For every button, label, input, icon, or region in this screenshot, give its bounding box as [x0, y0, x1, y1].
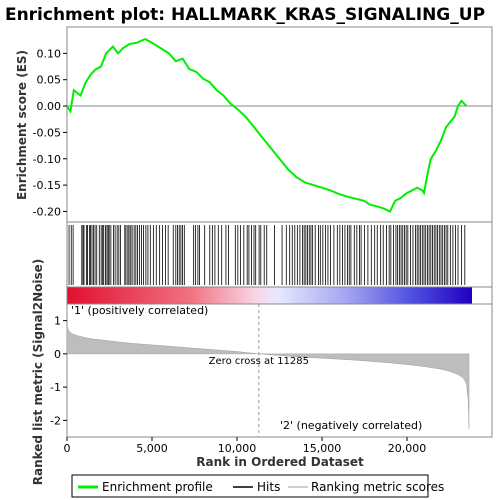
legend-enrichment-label: Enrichment profile: [102, 480, 213, 494]
es-y-tick-label: -0.20: [33, 205, 61, 218]
rank-x-tick-label: 15,000: [303, 442, 342, 455]
rank-y-axis-label: Ranked list metric (Signal2Noise): [31, 259, 45, 486]
chart-title: Enrichment plot: HALLMARK_KRAS_SIGNALING…: [5, 5, 485, 25]
hit-markers: [68, 225, 466, 285]
legend-hits-label: Hits: [257, 480, 280, 494]
es-panel-frame: [66, 26, 493, 223]
zero-cross-label: Zero cross at 11285: [209, 356, 309, 367]
legend-ranking-label: Ranking metric scores: [311, 480, 444, 494]
negative-label: '2' (negatively correlated): [280, 419, 422, 432]
legend-box: [71, 474, 429, 498]
rank-x-axis-label: Rank in Ordered Dataset: [196, 455, 364, 469]
rank-x-tick-label: 5,000: [136, 442, 168, 455]
es-y-tick-label: -0.15: [33, 179, 61, 192]
enrichment-profile-line: [66, 37, 468, 213]
rank-x-tick-label: 10,000: [218, 442, 257, 455]
es-y-tick-label: 0.10: [37, 47, 62, 60]
es-y-tick-label: -0.05: [33, 126, 61, 139]
es-y-axis: 0.10 0.05 0.00 -0.05 -0.10 -0.15 -0.20: [33, 47, 67, 218]
rank-panel-frame: [66, 303, 493, 438]
rank-color-bar: [67, 287, 472, 304]
es-y-tick-label: 0.05: [37, 74, 62, 87]
rank-y-tick-label: 1: [54, 315, 61, 328]
rank-x-tick-label: 20,000: [388, 442, 427, 455]
es-y-axis-label: Enrichment score (ES): [15, 50, 29, 200]
es-y-tick-label: 0.00: [37, 100, 62, 113]
positive-label: '1' (positively correlated): [71, 304, 208, 317]
ranking-metric-area: [66, 325, 470, 429]
rank-y-tick-label: -1: [50, 381, 61, 394]
es-y-tick-label: -0.10: [33, 153, 61, 166]
rank-x-tick-label: 0: [64, 442, 71, 455]
rank-x-axis: 0 5,000 10,000 15,000 20,000: [64, 437, 427, 455]
rank-y-tick-label: -2: [50, 414, 61, 427]
rank-y-tick-label: 0: [54, 348, 61, 361]
rank-y-axis: 1 0 -1 -2: [50, 315, 67, 427]
